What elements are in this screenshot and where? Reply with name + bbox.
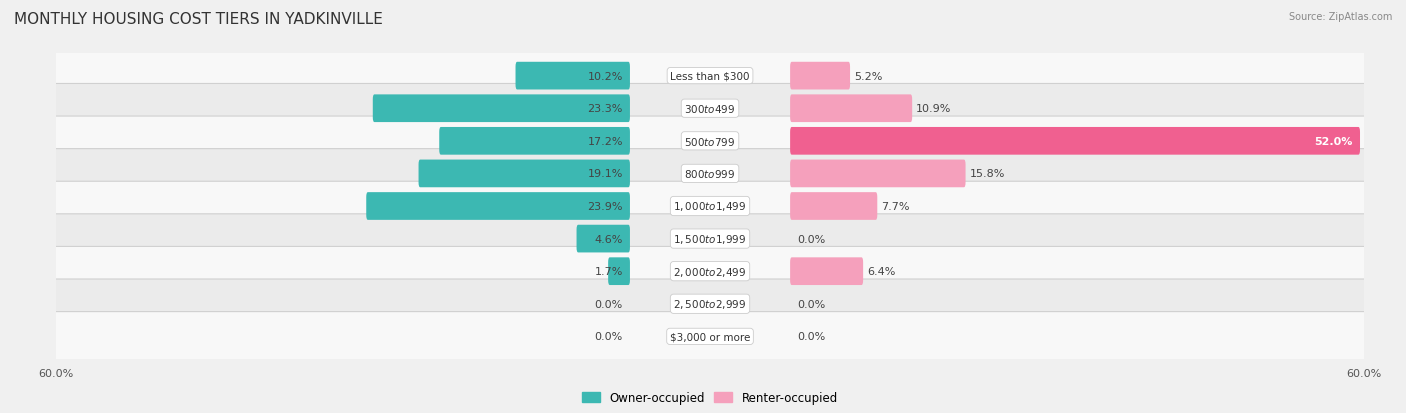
Text: $300 to $499: $300 to $499 (685, 103, 735, 115)
Text: 0.0%: 0.0% (595, 299, 623, 309)
FancyBboxPatch shape (516, 63, 630, 90)
Text: 0.0%: 0.0% (797, 332, 825, 342)
FancyBboxPatch shape (42, 52, 1378, 101)
Text: 10.2%: 10.2% (588, 71, 623, 81)
FancyBboxPatch shape (576, 225, 630, 253)
Text: 0.0%: 0.0% (797, 234, 825, 244)
Text: MONTHLY HOUSING COST TIERS IN YADKINVILLE: MONTHLY HOUSING COST TIERS IN YADKINVILL… (14, 12, 382, 27)
FancyBboxPatch shape (609, 258, 630, 285)
Text: 1.7%: 1.7% (595, 266, 623, 277)
Text: $500 to $799: $500 to $799 (685, 135, 735, 147)
Text: Source: ZipAtlas.com: Source: ZipAtlas.com (1288, 12, 1392, 22)
Text: $2,000 to $2,499: $2,000 to $2,499 (673, 265, 747, 278)
FancyBboxPatch shape (42, 182, 1378, 231)
FancyBboxPatch shape (419, 160, 630, 188)
FancyBboxPatch shape (42, 149, 1378, 199)
FancyBboxPatch shape (366, 193, 630, 220)
FancyBboxPatch shape (439, 128, 630, 155)
Text: $1,500 to $1,999: $1,500 to $1,999 (673, 233, 747, 245)
FancyBboxPatch shape (42, 84, 1378, 134)
FancyBboxPatch shape (42, 279, 1378, 329)
Text: 19.1%: 19.1% (588, 169, 623, 179)
Text: 0.0%: 0.0% (595, 332, 623, 342)
Text: 23.3%: 23.3% (588, 104, 623, 114)
FancyBboxPatch shape (373, 95, 630, 123)
Text: 23.9%: 23.9% (588, 202, 623, 211)
FancyBboxPatch shape (42, 117, 1378, 166)
Text: 10.9%: 10.9% (915, 104, 952, 114)
Text: 52.0%: 52.0% (1315, 136, 1353, 147)
Text: 7.7%: 7.7% (882, 202, 910, 211)
Text: 6.4%: 6.4% (868, 266, 896, 277)
FancyBboxPatch shape (790, 63, 851, 90)
FancyBboxPatch shape (790, 95, 912, 123)
Text: 4.6%: 4.6% (595, 234, 623, 244)
Text: $1,000 to $1,499: $1,000 to $1,499 (673, 200, 747, 213)
FancyBboxPatch shape (790, 128, 1360, 155)
FancyBboxPatch shape (42, 312, 1378, 361)
FancyBboxPatch shape (790, 193, 877, 220)
Text: 15.8%: 15.8% (969, 169, 1005, 179)
Legend: Owner-occupied, Renter-occupied: Owner-occupied, Renter-occupied (578, 386, 842, 408)
Text: Less than $300: Less than $300 (671, 71, 749, 81)
FancyBboxPatch shape (790, 160, 966, 188)
Text: $800 to $999: $800 to $999 (685, 168, 735, 180)
FancyBboxPatch shape (790, 258, 863, 285)
FancyBboxPatch shape (42, 247, 1378, 296)
Text: 17.2%: 17.2% (588, 136, 623, 147)
Text: $3,000 or more: $3,000 or more (669, 332, 751, 342)
FancyBboxPatch shape (42, 214, 1378, 264)
Text: $2,500 to $2,999: $2,500 to $2,999 (673, 297, 747, 311)
Text: 5.2%: 5.2% (853, 71, 882, 81)
Text: 0.0%: 0.0% (797, 299, 825, 309)
